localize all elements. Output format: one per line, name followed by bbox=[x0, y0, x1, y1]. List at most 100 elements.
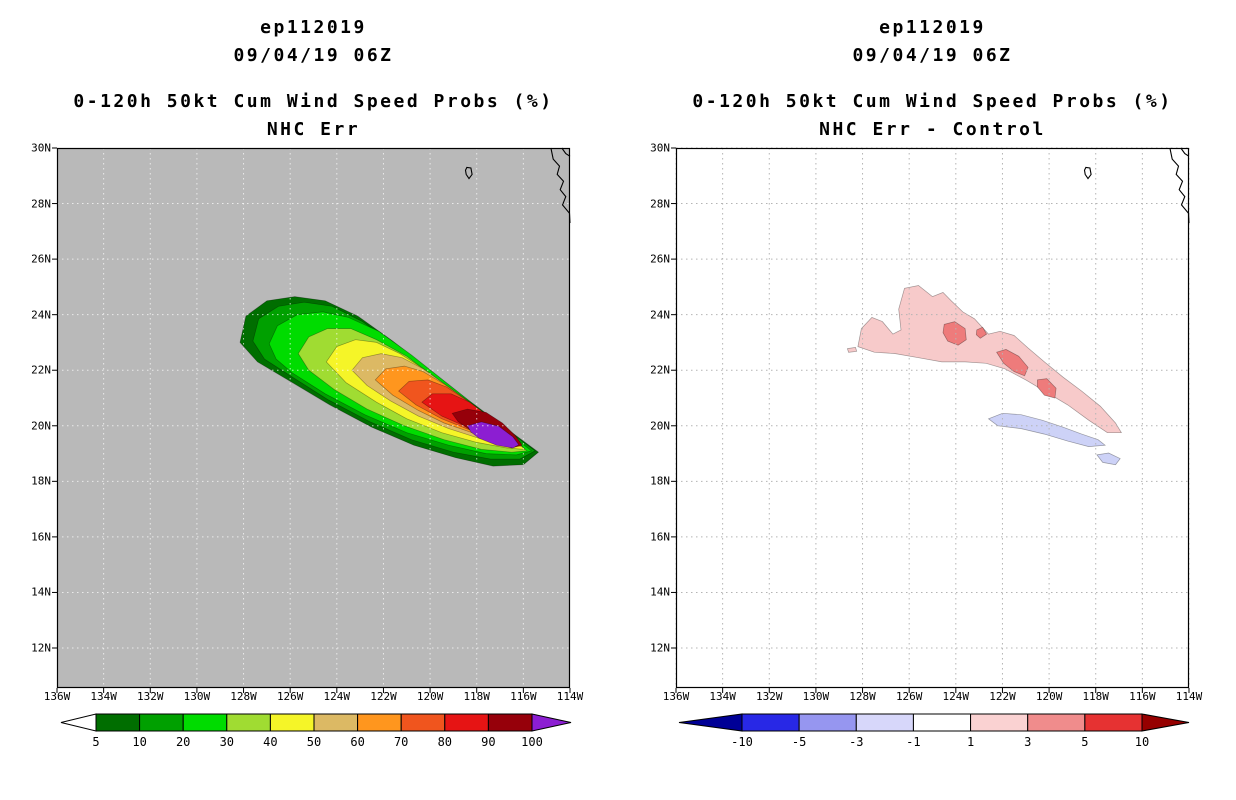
colorbar-label: -1 bbox=[906, 735, 921, 749]
storm-id: ep112019 bbox=[260, 17, 367, 38]
lon-tick-label: 114W bbox=[556, 690, 584, 703]
lon-tick-label: 120W bbox=[416, 690, 444, 703]
island-coastline bbox=[1083, 166, 1092, 180]
lon-tick-label: 124W bbox=[323, 690, 351, 703]
colorbar-strip bbox=[60, 713, 572, 732]
contour-region bbox=[987, 412, 1107, 447]
lon-tick-label: 116W bbox=[1129, 690, 1156, 703]
panel-right: ep112019 09/04/19 06Z 0-120h 50kt Cum Wi… bbox=[618, 0, 1236, 800]
lon-tick-label: 120W bbox=[1035, 690, 1063, 703]
contour-region bbox=[1037, 378, 1057, 399]
map-background bbox=[676, 148, 1189, 688]
colorbar-segment bbox=[798, 713, 857, 732]
storm-id: ep112019 bbox=[879, 17, 986, 38]
lat-axis: 30N 28N 26N 24N 22N 20N 18N 16N 14N 12N bbox=[9, 143, 53, 688]
colorbar-segment bbox=[487, 713, 533, 732]
lat-tick-label: 28N bbox=[31, 197, 51, 211]
panel-left: ep112019 09/04/19 06Z 0-120h 50kt Cum Wi… bbox=[9, 17, 584, 749]
colorbar-segment bbox=[741, 713, 800, 732]
colorbar-segment bbox=[1027, 713, 1086, 732]
lon-tick-label: 134W bbox=[90, 690, 117, 703]
probability-map bbox=[52, 147, 571, 693]
lat-tick-label: 18N bbox=[31, 474, 51, 488]
contour-region bbox=[466, 421, 520, 449]
lon-tick-label: 126W bbox=[276, 690, 304, 703]
contour-region bbox=[975, 326, 988, 339]
lat-tick-label: 24N bbox=[650, 308, 670, 322]
colorbar-segment bbox=[357, 713, 402, 732]
lat-tick-label: 12N bbox=[31, 641, 51, 655]
lon-tick-label: 122W bbox=[989, 690, 1016, 703]
lat-tick-label: 16N bbox=[31, 530, 51, 544]
lat-tick-label: 26N bbox=[31, 252, 51, 266]
lon-tick-label: 126W bbox=[895, 690, 923, 703]
lat-tick-label: 26N bbox=[650, 252, 670, 266]
lon-tick-label: 132W bbox=[137, 690, 164, 703]
lat-tick-label: 12N bbox=[650, 641, 670, 655]
difference-map bbox=[671, 147, 1190, 693]
coastline bbox=[561, 147, 571, 157]
lat-tick-label: 22N bbox=[31, 363, 51, 377]
coastline bbox=[1169, 147, 1190, 224]
colorbar-segment bbox=[313, 713, 359, 732]
colorbar-segment bbox=[269, 713, 315, 732]
lat-tick-label: 30N bbox=[650, 141, 670, 155]
lon-tick-label: 118W bbox=[1082, 690, 1109, 703]
contour-region bbox=[846, 347, 858, 353]
colorbar-label: 20 bbox=[175, 735, 191, 749]
lat-tick-label: 24N bbox=[31, 308, 51, 322]
lon-tick-label: 128W bbox=[849, 690, 876, 703]
colorbar-label: -10 bbox=[731, 735, 753, 749]
map-title: 0-120h 50kt Cum Wind Speed Probs (%) bbox=[73, 91, 554, 112]
colorbar-labels: -10 -5 -3 -1 1 3 5 10 bbox=[678, 735, 1190, 751]
lon-tick-label: 130W bbox=[802, 690, 830, 703]
contour-region bbox=[942, 321, 967, 346]
lat-tick-label: 18N bbox=[650, 474, 670, 488]
coastline bbox=[1180, 147, 1190, 157]
colorbar-label: -3 bbox=[849, 735, 864, 749]
colorbar-label: 40 bbox=[263, 735, 278, 749]
colorbar-label: 100 bbox=[521, 735, 543, 749]
lat-tick-label: 20N bbox=[31, 419, 51, 433]
colorbar-strip bbox=[678, 713, 1190, 732]
lon-axis: 136W 134W 132W 130W 128W 126W 124W 122W 120W 118W… bbox=[44, 690, 584, 705]
colorbar-label: 60 bbox=[350, 735, 365, 749]
colorbar-label: 10 bbox=[132, 735, 147, 749]
colorbar-label: 5 bbox=[1081, 735, 1089, 749]
contour-region bbox=[857, 285, 1123, 434]
colorbar-arrow-left bbox=[60, 713, 97, 732]
lon-tick-label: 114W bbox=[1175, 690, 1203, 703]
map-subtitle: NHC Err - Control bbox=[819, 119, 1046, 140]
colorbar-segment bbox=[912, 713, 972, 732]
colorbar-segment bbox=[139, 713, 184, 732]
colorbar-label: -5 bbox=[791, 735, 807, 749]
colorbar-segment bbox=[1084, 713, 1143, 732]
map-frame bbox=[56, 147, 571, 689]
lon-tick-label: 136W bbox=[43, 690, 71, 703]
difference-colorbar: -10 -5 -3 -1 1 3 5 10 bbox=[678, 713, 1190, 759]
colorbar-label: 50 bbox=[306, 735, 322, 749]
colorbar-arrow-left bbox=[678, 713, 743, 732]
colorbar-label: 3 bbox=[1024, 735, 1032, 749]
lat-tick-label: 16N bbox=[650, 530, 670, 544]
colorbar-label: 90 bbox=[481, 735, 496, 749]
colorbar-label: 10 bbox=[1134, 735, 1150, 749]
map-frame bbox=[675, 147, 1190, 689]
colorbar-segment bbox=[95, 713, 141, 732]
colorbar-label: 70 bbox=[393, 735, 409, 749]
colorbar-segment bbox=[226, 713, 271, 732]
lat-tick-label: 30N bbox=[31, 141, 51, 155]
map-title: 0-120h 50kt Cum Wind Speed Probs (%) bbox=[692, 91, 1173, 112]
colorbar-segment bbox=[855, 713, 914, 732]
lon-tick-label: 136W bbox=[662, 690, 690, 703]
lat-axis: 30N 28N 26N 24N 22N 20N 18N 16N 14N 12N bbox=[628, 143, 672, 688]
map-subtitle: NHC Err bbox=[266, 119, 361, 140]
contour-region bbox=[996, 349, 1029, 377]
colorbar-segment bbox=[970, 713, 1029, 732]
lon-axis: 136W 134W 132W 130W 128W 126W 124W 122W 120W 118W… bbox=[663, 690, 1203, 705]
lon-tick-label: 132W bbox=[756, 690, 783, 703]
colorbar-arrow-right bbox=[1141, 713, 1190, 732]
lon-tick-label: 116W bbox=[510, 690, 537, 703]
lon-tick-label: 118W bbox=[463, 690, 490, 703]
